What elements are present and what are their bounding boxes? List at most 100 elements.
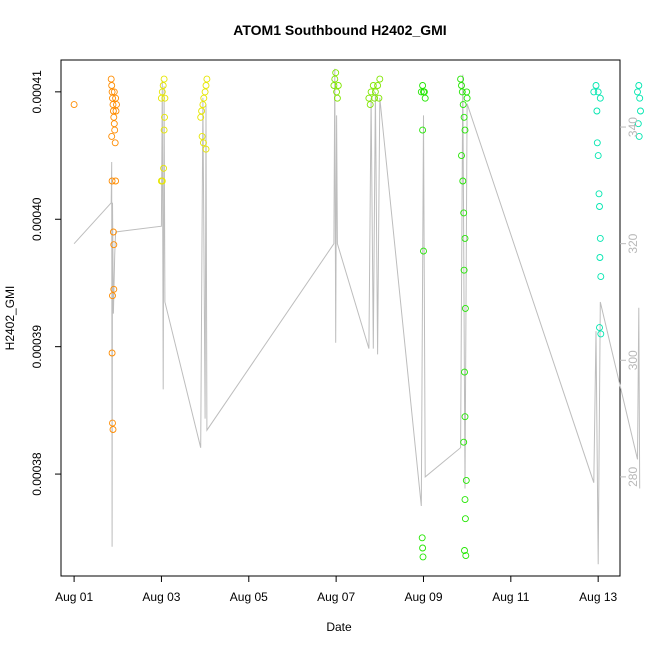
data-point: [593, 107, 601, 115]
data-point: [596, 203, 603, 210]
data-point: [110, 120, 118, 128]
data-point: [110, 113, 118, 121]
data-point: [369, 82, 377, 89]
x-tick-label: Aug 13: [579, 590, 617, 604]
data-point: [334, 82, 342, 89]
data-point: [198, 132, 206, 140]
data-point: [459, 177, 467, 185]
x-tick-label: Aug 01: [55, 590, 93, 604]
y2-tick-label: 340: [626, 117, 640, 137]
data-point: [109, 292, 116, 300]
data-point: [160, 164, 168, 172]
data-point: [636, 94, 644, 102]
data-point: [595, 190, 603, 198]
line-layer: [73, 68, 641, 565]
data-point: [201, 88, 209, 96]
data-point: [419, 82, 427, 89]
data-point: [112, 94, 120, 102]
data-point: [111, 126, 119, 134]
data-point: [111, 139, 119, 147]
data-point: [157, 94, 165, 102]
data-point: [158, 177, 166, 185]
data-point: [637, 107, 644, 115]
data-point: [375, 94, 383, 102]
y-axis: 0.00038 0.00039 0.00040 0.00041: [30, 70, 61, 496]
data-point: [160, 75, 168, 83]
data-point: [367, 88, 375, 96]
data-point: [592, 82, 600, 89]
data-point: [458, 152, 465, 160]
data-point: [461, 547, 468, 554]
data-point: [161, 94, 169, 102]
data-point: [110, 88, 118, 96]
data-point: [371, 94, 379, 102]
data-point: [461, 515, 469, 523]
x-tick-label: Aug 03: [142, 590, 180, 604]
x-tick-label: Aug 05: [230, 590, 268, 604]
data-point: [597, 273, 605, 281]
data-point: [419, 544, 427, 552]
x-axis-label: Date: [326, 620, 352, 634]
data-point: [596, 254, 604, 261]
data-point: [330, 82, 338, 89]
data-point: [596, 234, 604, 242]
data-point: [160, 126, 168, 134]
data-point: [460, 438, 468, 446]
data-point: [199, 139, 207, 147]
data-point: [461, 413, 469, 421]
data-point: [107, 75, 115, 83]
data-point: [419, 553, 427, 561]
data-point: [593, 139, 601, 147]
x-tick-label: Aug 07: [317, 590, 355, 604]
data-point: [70, 101, 78, 109]
data-point: [458, 82, 465, 89]
data-point: [109, 101, 117, 109]
y2-tick-label: 300: [626, 350, 640, 370]
data-point: [108, 82, 116, 89]
data-point: [110, 285, 118, 293]
y-axis-label: H2402_GMI: [3, 286, 17, 351]
data-point: [331, 75, 339, 83]
data-point: [460, 209, 468, 217]
data-point: [199, 101, 207, 109]
data-point: [594, 152, 602, 160]
data-point: [596, 324, 603, 332]
points-layer: [70, 69, 644, 561]
data-point: [420, 247, 427, 255]
data-point: [374, 82, 382, 89]
data-point: [332, 69, 340, 77]
y2-tick-label: 280: [626, 467, 640, 487]
data-point: [203, 75, 211, 83]
data-point: [457, 75, 465, 83]
data-point: [458, 88, 466, 96]
y-tick-label: 0.00040: [30, 197, 44, 241]
data-point: [421, 94, 429, 102]
data-point: [109, 426, 117, 433]
data-point: [461, 234, 469, 242]
data-point: [108, 177, 116, 185]
data-point: [109, 228, 117, 236]
data-point: [461, 304, 469, 312]
data-point: [158, 88, 166, 96]
data-point: [461, 126, 469, 134]
data-point: [110, 241, 118, 249]
data-point: [333, 94, 341, 102]
data-point: [596, 94, 604, 102]
plot-frame: [60, 59, 621, 577]
data-point: [366, 101, 374, 109]
x-tick-label: Aug 11: [492, 590, 529, 604]
data-point: [419, 126, 427, 134]
data-point: [459, 101, 467, 109]
data-point: [198, 107, 206, 115]
data-point: [597, 330, 605, 338]
y2-tick-label: 320: [626, 233, 640, 253]
data-point: [594, 88, 602, 96]
data-point: [108, 132, 116, 140]
data-point: [202, 145, 210, 153]
data-point: [112, 177, 120, 185]
y-axis-right: 280 300 320 340: [620, 117, 640, 487]
data-point: [461, 368, 468, 376]
data-point: [461, 496, 469, 504]
chart-title: ATOM1 Southbound H2402_GMI: [233, 22, 446, 38]
